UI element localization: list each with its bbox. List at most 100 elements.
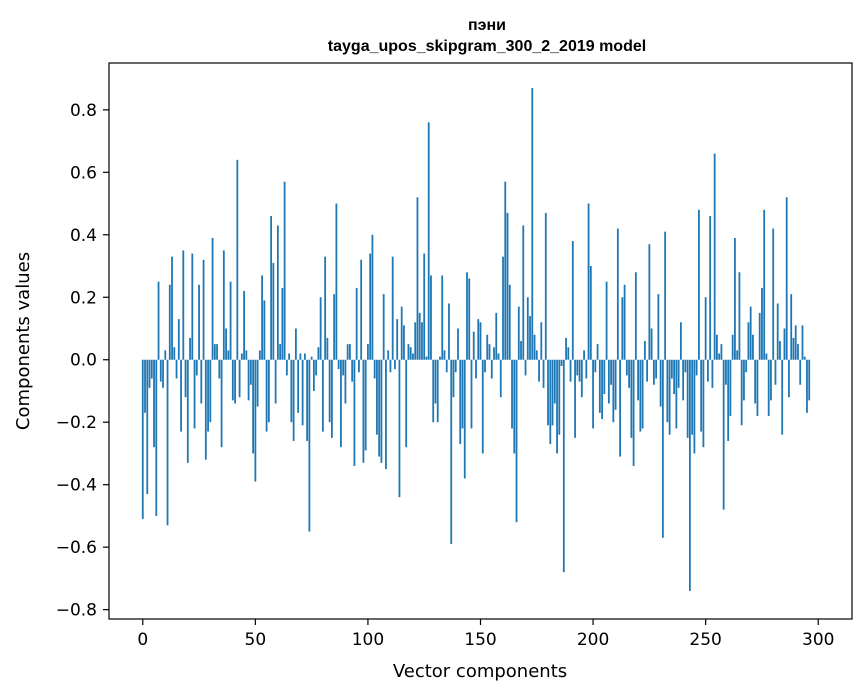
bar-90 (344, 359, 347, 404)
bar-56 (267, 359, 270, 423)
bar-125 (423, 253, 426, 360)
bar-55 (265, 359, 268, 432)
bar-277 (765, 353, 768, 360)
bar-263 (734, 237, 736, 360)
y-tick-label: −0.8 (56, 601, 97, 621)
bar-289 (792, 337, 795, 360)
bar-68 (294, 328, 297, 360)
bar-164 (511, 359, 513, 429)
bar-101 (369, 253, 372, 360)
bar-234 (668, 359, 671, 435)
bar-279 (770, 359, 772, 401)
bar-151 (481, 359, 484, 454)
bar-134 (443, 350, 446, 360)
bar-295 (806, 359, 808, 413)
bar-209 (612, 359, 615, 423)
bar-249 (702, 359, 705, 448)
bar-176 (538, 359, 540, 382)
bar-49 (252, 359, 254, 454)
bar-150 (479, 322, 482, 360)
bar-25 (198, 284, 200, 360)
bar-13 (171, 256, 173, 360)
bar-91 (346, 344, 349, 360)
bar-143 (463, 359, 466, 479)
bar-269 (747, 322, 750, 360)
bar-207 (607, 359, 610, 404)
bar-40 (231, 359, 234, 401)
bar-69 (297, 359, 300, 413)
bar-59 (274, 359, 277, 404)
bar-129 (432, 359, 435, 423)
bar-36 (222, 250, 225, 360)
y-tick-label: 0.8 (70, 101, 97, 121)
bar-159 (499, 359, 502, 398)
bar-107 (382, 294, 385, 360)
y-tick-label: −0.2 (56, 413, 97, 433)
bar-11 (166, 359, 169, 526)
bar-199 (589, 266, 592, 360)
bar-166 (515, 359, 518, 523)
bar-170 (524, 359, 527, 376)
bar-201 (594, 359, 597, 373)
bar-5 (153, 359, 155, 448)
bar-46 (245, 350, 248, 360)
bar-9 (162, 359, 164, 388)
bar-285 (783, 328, 786, 360)
bar-79 (319, 297, 322, 360)
bar-28 (204, 359, 207, 460)
bar-71 (301, 359, 304, 426)
bar-127 (427, 122, 430, 360)
bar-274 (758, 312, 761, 360)
bar-282 (776, 303, 779, 360)
bar-200 (592, 359, 594, 429)
bar-112 (394, 359, 396, 370)
bar-130 (434, 359, 437, 404)
bar-6 (155, 359, 158, 516)
bar-99 (364, 359, 367, 451)
bar-62 (281, 287, 284, 360)
bar-74 (308, 359, 311, 532)
bar-20 (186, 359, 189, 463)
bar-284 (781, 359, 784, 435)
bar-131 (436, 359, 439, 423)
bar-278 (767, 359, 770, 416)
bar-255 (716, 334, 718, 360)
bar-57 (270, 216, 273, 360)
x-tick-label: 0 (137, 630, 148, 650)
bar-34 (218, 359, 221, 379)
bar-275 (761, 287, 763, 360)
bar-66 (290, 359, 293, 423)
bar-7 (157, 281, 160, 360)
bar-221 (639, 359, 642, 432)
bar-144 (466, 272, 468, 360)
bar-58 (272, 262, 275, 360)
bar-35 (220, 359, 223, 448)
y-tick-label: 0.2 (70, 288, 97, 308)
bar-265 (738, 272, 741, 360)
bar-218 (632, 359, 635, 466)
bar-228 (655, 359, 658, 379)
bar-181 (549, 359, 552, 445)
bar-117 (405, 359, 408, 448)
bar-294 (803, 356, 806, 360)
bar-63 (283, 181, 286, 360)
bar-210 (614, 359, 617, 410)
bar-268 (745, 359, 748, 373)
bar-252 (709, 216, 712, 360)
bar-165 (513, 359, 516, 454)
bar-173 (531, 87, 534, 360)
bar-167 (517, 306, 520, 360)
bar-281 (774, 359, 777, 385)
bar-205 (603, 359, 606, 395)
bar-78 (317, 347, 320, 360)
bar-106 (380, 359, 383, 463)
bar-48 (249, 359, 252, 385)
bar-67 (292, 359, 295, 441)
bar-237 (675, 359, 678, 429)
bar-192 (574, 359, 576, 438)
bar-43 (238, 359, 241, 398)
bar-103 (373, 359, 376, 379)
bar-0 (141, 359, 144, 520)
bar-261 (729, 359, 732, 416)
